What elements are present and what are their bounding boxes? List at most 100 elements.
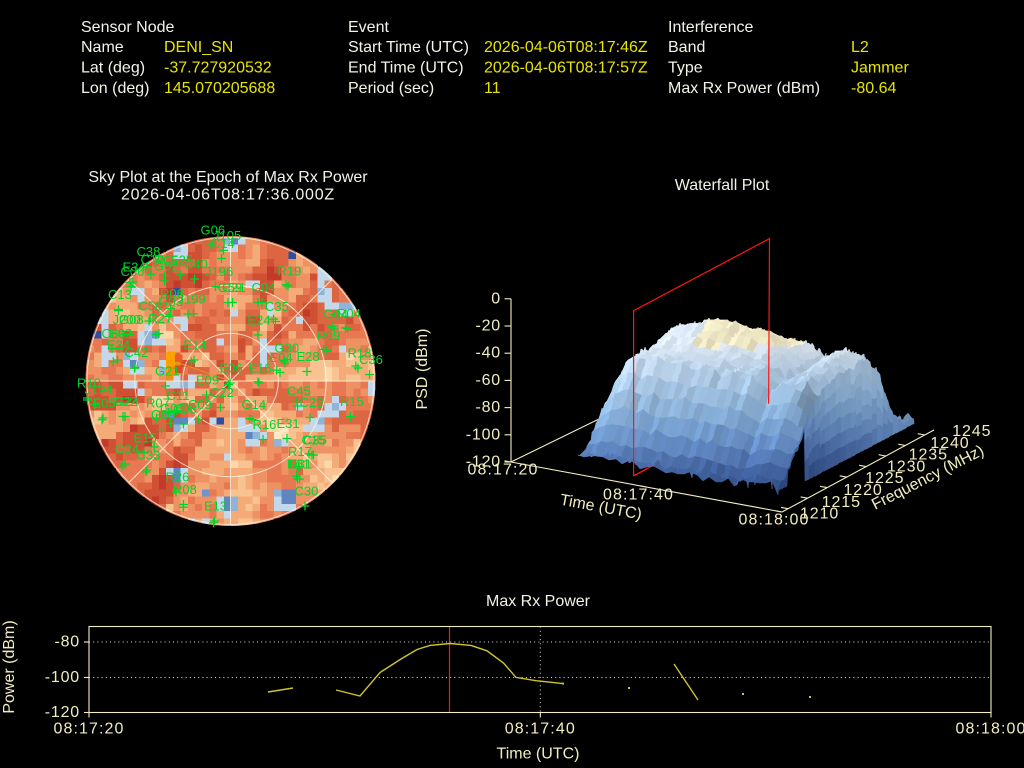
- svg-text:Lon (deg): Lon (deg): [81, 80, 150, 97]
- svg-text:C29: C29: [300, 395, 324, 410]
- svg-text:C40: C40: [184, 257, 208, 272]
- svg-text:C42: C42: [125, 345, 149, 360]
- svg-text:G05: G05: [160, 401, 185, 416]
- svg-text:E15: E15: [134, 431, 157, 446]
- svg-text:E06: E06: [220, 361, 243, 376]
- svg-text:L2: L2: [851, 39, 869, 56]
- svg-text:J194: J194: [85, 382, 113, 397]
- svg-text:1235: 1235: [909, 447, 948, 464]
- svg-text:Sky Plot at the Epoch of Max R: Sky Plot at the Epoch of Max Rx Power: [88, 169, 368, 186]
- svg-text:G21: G21: [155, 364, 180, 379]
- svg-text:E25: E25: [170, 253, 193, 268]
- svg-text:-80.64: -80.64: [851, 80, 896, 97]
- svg-text:G08: G08: [119, 312, 144, 327]
- svg-text:Max Rx Power: Max Rx Power: [486, 593, 591, 610]
- svg-text:E04: E04: [270, 350, 293, 365]
- svg-text:Sensor Node: Sensor Node: [81, 19, 174, 36]
- svg-text:G06: G06: [201, 223, 226, 238]
- svg-text:R27: R27: [149, 311, 173, 326]
- svg-text:R19: R19: [278, 264, 302, 279]
- svg-text:-100: -100: [45, 669, 80, 686]
- svg-text:Period (sec): Period (sec): [348, 80, 434, 97]
- svg-text:Time (UTC): Time (UTC): [497, 746, 580, 763]
- svg-text:1225: 1225: [865, 470, 904, 487]
- svg-text:C35: C35: [265, 299, 289, 314]
- svg-text:-37.727920532: -37.727920532: [164, 60, 272, 77]
- svg-text:Jammer: Jammer: [851, 60, 909, 77]
- svg-text:-40: -40: [475, 345, 501, 362]
- svg-text:G04: G04: [324, 307, 349, 322]
- svg-text:C06: C06: [121, 264, 145, 279]
- svg-text:R26: R26: [166, 470, 190, 485]
- svg-text:C14: C14: [211, 236, 235, 251]
- svg-text:R04: R04: [337, 306, 361, 321]
- svg-text:1230: 1230: [887, 458, 926, 475]
- svg-text:R15: R15: [340, 394, 364, 409]
- svg-text:R17: R17: [288, 444, 312, 459]
- svg-text:J200: J200: [113, 312, 141, 327]
- svg-text:11: 11: [484, 80, 501, 97]
- svg-text:E09: E09: [196, 373, 219, 388]
- svg-text:DENI_SN: DENI_SN: [164, 39, 233, 56]
- svg-text:Max Rx Power (dBm): Max Rx Power (dBm): [668, 80, 820, 97]
- svg-text:G22: G22: [113, 394, 138, 409]
- svg-text:C38: C38: [137, 244, 161, 259]
- svg-text:Lat (deg): Lat (deg): [81, 60, 145, 77]
- svg-text:G24: G24: [115, 394, 140, 409]
- svg-text:E81: E81: [289, 457, 312, 472]
- svg-text:R09: R09: [317, 328, 341, 343]
- svg-text:R08: R08: [173, 482, 197, 497]
- svg-text:R07: R07: [146, 396, 170, 411]
- svg-text:R18: R18: [348, 346, 372, 361]
- svg-text:-20: -20: [475, 318, 501, 335]
- svg-text:C08: C08: [173, 402, 197, 417]
- svg-text:PSD (dBm): PSD (dBm): [414, 329, 431, 410]
- svg-text:1240: 1240: [930, 435, 969, 452]
- svg-text:R05: R05: [154, 253, 178, 268]
- svg-text:End Time (UTC): End Time (UTC): [348, 60, 464, 77]
- svg-text:G03: G03: [159, 294, 184, 309]
- svg-text:G59: G59: [218, 280, 243, 295]
- svg-text:E02: E02: [109, 326, 132, 341]
- svg-text:2026-04-06T08:17:57Z: 2026-04-06T08:17:57Z: [484, 60, 648, 77]
- svg-text:2026-04-06T08:17:36.000Z: 2026-04-06T08:17:36.000Z: [121, 187, 335, 204]
- svg-text:G14: G14: [242, 397, 267, 412]
- svg-text:E31: E31: [277, 416, 300, 431]
- svg-text:C11: C11: [167, 388, 190, 403]
- svg-text:C15: C15: [302, 433, 326, 448]
- svg-text:Start Time (UTC): Start Time (UTC): [348, 39, 469, 56]
- svg-text:1245: 1245: [952, 423, 991, 440]
- svg-text:J196: J196: [205, 264, 233, 279]
- svg-text:Band: Band: [668, 39, 705, 56]
- svg-text:C13: C13: [108, 287, 132, 302]
- svg-text:145.070205688: 145.070205688: [164, 80, 275, 97]
- svg-text:Waterfall Plot: Waterfall Plot: [675, 177, 770, 194]
- svg-text:E28: E28: [297, 349, 320, 364]
- svg-text:08:18:00: 08:18:00: [955, 721, 1024, 738]
- svg-text:-80: -80: [54, 634, 80, 651]
- svg-text:C22: C22: [210, 385, 234, 400]
- svg-text:E14: E14: [184, 338, 207, 353]
- svg-text:G02: G02: [154, 259, 179, 274]
- svg-text:C33: C33: [137, 448, 161, 463]
- svg-text:E34: E34: [123, 260, 146, 275]
- svg-text:Event: Event: [348, 19, 389, 36]
- svg-text:C45: C45: [287, 384, 311, 399]
- svg-text:C35: C35: [303, 433, 327, 448]
- svg-text:08:17:40: 08:17:40: [603, 487, 674, 504]
- svg-text:C30: C30: [295, 484, 319, 499]
- svg-text:C60: C60: [102, 326, 126, 341]
- svg-text:-120: -120: [466, 454, 501, 471]
- svg-text:E16: E16: [249, 361, 272, 376]
- svg-text:0: 0: [491, 290, 501, 307]
- svg-text:G30: G30: [275, 341, 300, 356]
- svg-text:C21: C21: [222, 280, 246, 295]
- svg-text:R16: R16: [253, 417, 277, 432]
- svg-text:Interference: Interference: [668, 19, 753, 36]
- svg-text:1210: 1210: [800, 506, 839, 523]
- svg-text:C36: C36: [359, 352, 383, 367]
- svg-text:2026-04-06T08:17:46Z: 2026-04-06T08:17:46Z: [484, 39, 648, 56]
- svg-text:-80: -80: [475, 399, 501, 416]
- svg-text:C09: C09: [188, 397, 212, 412]
- svg-text:-120: -120: [45, 704, 80, 721]
